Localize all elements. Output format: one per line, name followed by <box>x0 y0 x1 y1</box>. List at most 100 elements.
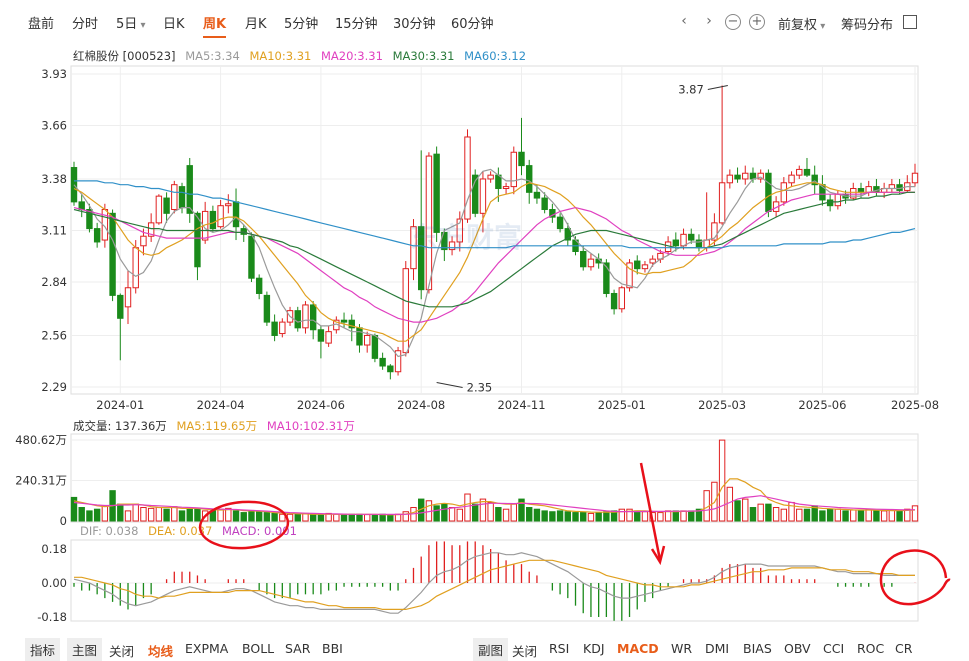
adjust-dropdown[interactable]: 前复权 ▾ <box>778 18 826 33</box>
volume-tick-label: 0 <box>60 514 67 528</box>
sub-4[interactable]: MACD <box>617 641 659 656</box>
time-tick-label: 2025-06 <box>798 398 846 412</box>
volume-bar <box>502 508 510 522</box>
volume-axis: 480.62万 240.31万 0 <box>15 433 67 528</box>
volume-bar <box>294 513 301 522</box>
main-1[interactable]: 主图 <box>67 638 103 661</box>
candle-body <box>688 233 695 241</box>
tab-6[interactable]: 5分钟 <box>284 13 318 32</box>
time-tick-label: 2024-11 <box>497 398 545 412</box>
tab-9[interactable]: 60分钟 <box>451 13 494 32</box>
volume-bar <box>603 511 610 522</box>
volume-bar <box>641 511 649 522</box>
volume-bar <box>387 514 394 522</box>
candle-body <box>402 268 409 354</box>
dif-legend: DIF: 0.038 <box>80 524 139 538</box>
tab-0[interactable]: 盘前 <box>28 13 54 32</box>
volume-bar <box>279 513 286 522</box>
volume-bar <box>626 508 633 522</box>
sub-2[interactable]: RSI <box>549 641 570 656</box>
chevron-left-icon[interactable]: ‹ <box>681 13 687 29</box>
volume-bar <box>495 507 502 522</box>
candle-body <box>379 357 386 367</box>
sub-9[interactable]: CCI <box>823 641 845 656</box>
candle-body <box>456 218 463 243</box>
main-0[interactable]: 指标 <box>25 638 61 661</box>
tab-label: 60分钟 <box>451 17 494 32</box>
sub-8[interactable]: OBV <box>784 641 811 656</box>
tab-2[interactable]: 5日 ▾ <box>116 13 145 32</box>
volume-ma10-legend: MA10:102.31万 <box>266 419 355 433</box>
zoom-in-icon[interactable]: + <box>749 14 765 30</box>
sub-11[interactable]: CR <box>895 641 913 656</box>
volume-bar <box>541 510 548 522</box>
sub-6[interactable]: DMI <box>705 641 730 656</box>
candle-body <box>394 350 402 373</box>
volume-bar <box>857 510 865 522</box>
main-7[interactable]: BBI <box>322 641 343 656</box>
main-5[interactable]: BOLL <box>242 641 275 656</box>
tab-4[interactable]: 周K <box>203 13 227 38</box>
volume-bar <box>309 513 317 522</box>
tab-7[interactable]: 15分钟 <box>335 13 378 32</box>
main-4[interactable]: EXPMA <box>185 641 229 656</box>
tab-label: 15分钟 <box>335 17 378 32</box>
candle-body <box>441 231 448 251</box>
volume-bar <box>124 510 132 522</box>
volume-bar <box>348 513 355 522</box>
sub-10[interactable]: ROC <box>857 641 885 656</box>
hand-drawn-annotations <box>198 462 951 606</box>
candle-body <box>734 174 741 180</box>
candle-body <box>356 327 363 346</box>
candle-body <box>580 250 587 268</box>
candle-body <box>294 310 301 329</box>
annotation-arrow-line <box>436 382 463 389</box>
tab-5[interactable]: 月K <box>245 13 267 32</box>
candle-body <box>603 262 610 294</box>
time-tick-label: 2025-08 <box>891 398 939 412</box>
candle-body <box>178 186 186 209</box>
volume-bar <box>819 510 826 522</box>
zoom-out-icon[interactable]: − <box>725 14 741 30</box>
volume-bar <box>456 508 463 522</box>
candle-body <box>240 228 247 235</box>
candle-body <box>533 191 541 199</box>
candle-body <box>587 258 595 268</box>
candle-body <box>718 182 726 224</box>
price-axis: 3.93 3.66 3.38 3.11 2.84 2.56 2.29 <box>41 67 67 394</box>
volume-bar <box>171 506 178 522</box>
fullscreen-icon[interactable] <box>903 15 917 29</box>
macd-lines <box>73 552 915 614</box>
volume-bar <box>132 503 139 522</box>
sub-3[interactable]: KDJ <box>583 641 605 656</box>
candle-body <box>171 184 178 211</box>
volume-bar <box>147 507 155 522</box>
stock-chart[interactable]: 3.933.663.383.112.842.562.29 2024-01 2024… <box>0 0 969 632</box>
ma10-line <box>73 182 915 342</box>
volume-bar <box>533 508 541 522</box>
sub-5[interactable]: WR <box>671 641 693 656</box>
main-3[interactable]: 均线 <box>148 644 174 659</box>
volume-bar <box>163 508 170 522</box>
volume-bar <box>379 513 386 522</box>
sub-0[interactable]: 副图 <box>473 638 509 661</box>
candle-body <box>726 174 734 184</box>
high-annotation: 3.87 <box>678 82 704 96</box>
chevron-right-icon[interactable]: › <box>706 13 712 29</box>
sub-7[interactable]: BIAS <box>743 641 772 656</box>
main-6[interactable]: SAR <box>285 641 311 656</box>
volume-bar <box>572 512 579 522</box>
volume-bar <box>888 509 896 522</box>
tab-3[interactable]: 日K <box>163 13 185 32</box>
price-tick-label: 3.66 <box>41 119 67 133</box>
candle-body <box>302 304 309 329</box>
sub-1[interactable]: 关闭 <box>512 644 538 659</box>
tab-1[interactable]: 分时 <box>72 13 98 32</box>
macd-histogram <box>73 541 916 621</box>
chips-distribution-button[interactable]: 筹码分布 <box>841 18 894 33</box>
candle-body <box>472 174 479 214</box>
main-2[interactable]: 关闭 <box>109 644 135 659</box>
volume-bar <box>464 493 471 522</box>
macd-tick-label: 0.00 <box>41 576 67 590</box>
tab-8[interactable]: 30分钟 <box>393 13 436 32</box>
